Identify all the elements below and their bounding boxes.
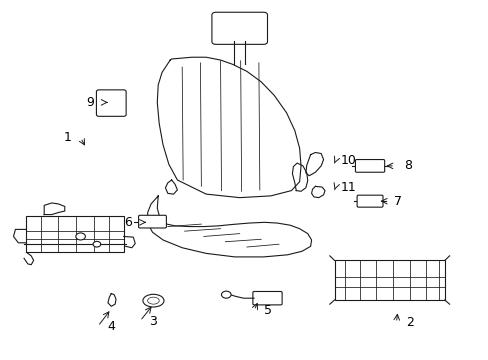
Text: 9: 9: [86, 96, 94, 109]
Text: 7: 7: [393, 195, 401, 208]
Text: 8: 8: [404, 159, 411, 172]
FancyBboxPatch shape: [252, 292, 282, 305]
Text: 1: 1: [63, 131, 71, 144]
Ellipse shape: [142, 294, 163, 307]
FancyBboxPatch shape: [138, 215, 166, 228]
FancyBboxPatch shape: [96, 90, 126, 116]
Bar: [26, 216, 123, 252]
FancyBboxPatch shape: [356, 195, 382, 207]
Ellipse shape: [147, 297, 159, 304]
FancyBboxPatch shape: [211, 12, 267, 44]
Text: 4: 4: [107, 320, 115, 333]
Text: 5: 5: [263, 304, 271, 317]
Circle shape: [221, 291, 231, 298]
Text: 11: 11: [341, 181, 356, 194]
Text: 6: 6: [124, 216, 132, 229]
Text: 3: 3: [149, 315, 157, 328]
FancyBboxPatch shape: [355, 159, 384, 172]
Circle shape: [93, 242, 101, 247]
Circle shape: [76, 233, 85, 240]
Text: 2: 2: [405, 316, 413, 329]
Text: 10: 10: [340, 154, 356, 167]
Bar: [334, 260, 444, 300]
